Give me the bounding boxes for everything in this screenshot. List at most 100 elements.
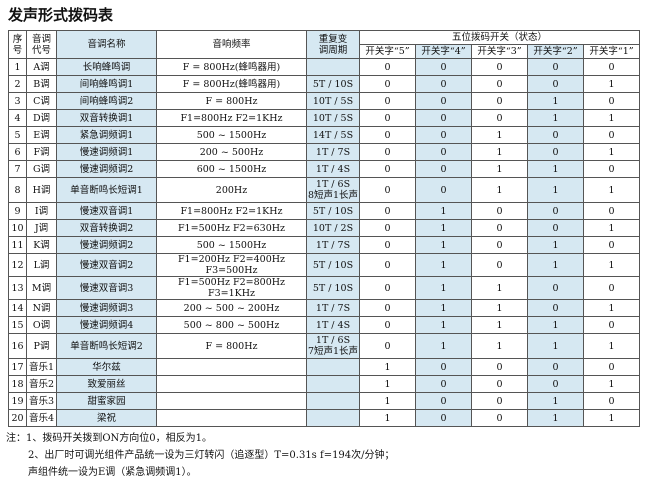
table-cell: F1=500Hz F2=630Hz bbox=[156, 219, 307, 237]
table-cell: F调 bbox=[26, 143, 57, 161]
table-cell: 0 bbox=[415, 109, 472, 127]
table-cell: A调 bbox=[26, 58, 57, 76]
table-cell: 0 bbox=[415, 177, 472, 203]
table-cell: 15 bbox=[8, 316, 27, 334]
table-cell: 14T / 5S bbox=[306, 126, 360, 144]
table-cell: 1 bbox=[415, 253, 472, 277]
table-cell: 0 bbox=[471, 358, 528, 376]
table-cell: 0 bbox=[583, 58, 640, 76]
table-cell: 600 ~ 1500Hz bbox=[156, 160, 307, 178]
table-row: 8 H调 单音断鸣长短调1 200Hz 1T / 6S 8短声1长声 0 0 1 1 1 bbox=[8, 177, 640, 203]
table-row: 11 K调 慢速调频调2 500 ~ 1500Hz 1T / 7S 0 1 0 1 0 bbox=[8, 236, 640, 254]
table-cell: 1T / 7S bbox=[306, 236, 360, 254]
header-cell: 重复变 调周期 bbox=[306, 30, 360, 59]
table-cell: 1T / 6S 7短声1长声 bbox=[306, 333, 360, 359]
switch-header: 开关字“5” bbox=[359, 44, 416, 59]
table-cell: 1 bbox=[583, 375, 640, 393]
table-cell: 0 bbox=[415, 75, 472, 93]
table-cell: 18 bbox=[8, 375, 27, 393]
table-cell: F1=500Hz F2=800Hz F3=1KHz bbox=[156, 276, 307, 300]
table-cell: 500 ~ 1500Hz bbox=[156, 236, 307, 254]
table-row: 13 M调 慢速双音调3 F1=500Hz F2=800Hz F3=1KHz 5T / … bbox=[8, 276, 640, 300]
header-row: 序 号音调 代号 音调名称 音响频率 重复变 调周期 五位拨码开关（状态） bbox=[8, 30, 640, 59]
table-cell bbox=[306, 409, 360, 427]
switch-header: 开关字“2” bbox=[527, 44, 584, 59]
table-cell: 7 bbox=[8, 160, 27, 178]
table-cell: F = 800Hz bbox=[156, 92, 307, 110]
table-cell: 0 bbox=[471, 58, 528, 76]
table-cell: 16 bbox=[8, 333, 27, 359]
table-cell: H调 bbox=[26, 177, 57, 203]
table-cell: 0 bbox=[471, 219, 528, 237]
table-cell: 慢速双音调2 bbox=[56, 253, 157, 277]
table-cell: 0 bbox=[527, 75, 584, 93]
table-cell: 1 bbox=[471, 177, 528, 203]
table-cell bbox=[306, 375, 360, 393]
table-cell: 1 bbox=[583, 143, 640, 161]
table-row: 4 D调 双音转换调1 F1=800Hz F2=1KHz 10T / 5S 0 0 0 1 1 bbox=[8, 109, 640, 127]
table-cell: 1 bbox=[471, 126, 528, 144]
table-cell: 0 bbox=[359, 253, 416, 277]
table-cell: 1 bbox=[583, 75, 640, 93]
table-cell: 0 bbox=[471, 75, 528, 93]
table-cell: 0 bbox=[359, 109, 416, 127]
table-cell: 200Hz bbox=[156, 177, 307, 203]
table-cell: 10T / 2S bbox=[306, 219, 360, 237]
table-cell: 0 bbox=[583, 92, 640, 110]
table-cell: 1 bbox=[471, 316, 528, 334]
table-cell: 0 bbox=[471, 236, 528, 254]
table-cell: 0 bbox=[415, 375, 472, 393]
table-cell: 间响蜂鸣调1 bbox=[56, 75, 157, 93]
table-cell: 9 bbox=[8, 202, 27, 220]
table-cell: 慢速调频调2 bbox=[56, 160, 157, 178]
table-cell: 0 bbox=[359, 219, 416, 237]
table-cell: 双音转换调2 bbox=[56, 219, 157, 237]
table-cell: 0 bbox=[359, 160, 416, 178]
table-row: 6 F调 慢速调频调1 200 ~ 500Hz 1T / 7S 0 0 1 0 1 bbox=[8, 143, 640, 161]
table-row: 17 音乐1 华尔兹 1 0 0 0 0 bbox=[8, 358, 640, 376]
table-cell: 1 bbox=[471, 276, 528, 300]
table-cell: 0 bbox=[415, 358, 472, 376]
table-body: 1 A调 长响蜂鸣调 F = 800Hz(蜂鸣器用) 0 0 0 0 0 2 B调 间响蜂鸣调1 F =… bbox=[8, 58, 640, 427]
table-cell: 0 bbox=[527, 375, 584, 393]
table-cell: 6 bbox=[8, 143, 27, 161]
table-cell: 音乐4 bbox=[26, 409, 57, 427]
table-row: 2 B调 间响蜂鸣调1 F = 800Hz(蜂鸣器用) 5T / 10S 0 0 0 0 1 bbox=[8, 75, 640, 93]
table-cell bbox=[156, 409, 307, 427]
table-cell: 0 bbox=[359, 92, 416, 110]
table-cell bbox=[156, 392, 307, 410]
table-cell: 10 bbox=[8, 219, 27, 237]
table-cell: 0 bbox=[415, 143, 472, 161]
table-row: 12 L调 慢速双音调2 F1=200Hz F2=400Hz F3=500Hz 5T /… bbox=[8, 253, 640, 277]
table-row: 9 I调 慢速双音调1 F1=800Hz F2=1KHz 5T / 10S 0 1 0 0 0 bbox=[8, 202, 640, 220]
table-cell: G调 bbox=[26, 160, 57, 178]
table-cell: 单音断鸣长短调1 bbox=[56, 177, 157, 203]
table-cell: F = 800Hz bbox=[156, 333, 307, 359]
table-cell: L调 bbox=[26, 253, 57, 277]
table-cell: 14 bbox=[8, 299, 27, 317]
table-cell: 0 bbox=[583, 236, 640, 254]
table-cell: 1 bbox=[583, 177, 640, 203]
table-cell: 紧急调频调1 bbox=[56, 126, 157, 144]
table-cell: I调 bbox=[26, 202, 57, 220]
table-cell: 0 bbox=[527, 358, 584, 376]
table-cell: 11 bbox=[8, 236, 27, 254]
table-cell: 0 bbox=[471, 409, 528, 427]
table-cell: 华尔兹 bbox=[56, 358, 157, 376]
table-cell: 0 bbox=[583, 276, 640, 300]
table-cell: 0 bbox=[359, 177, 416, 203]
table-cell: 音乐1 bbox=[26, 358, 57, 376]
table-cell: 1 bbox=[415, 276, 472, 300]
notes: 注：1、拨码开关拨到ON方向位0，相反为1。 2、出厂时可调光组件产品统一设为三灯… bbox=[6, 430, 395, 481]
title: 发声形式拨码表 bbox=[8, 6, 114, 24]
table-row: 1 A调 长响蜂鸣调 F = 800Hz(蜂鸣器用) 0 0 0 0 0 bbox=[8, 58, 640, 76]
table-cell bbox=[156, 375, 307, 393]
table-cell: 0 bbox=[527, 58, 584, 76]
table-cell: 200 ~ 500Hz bbox=[156, 143, 307, 161]
table-cell: 甜蜜家园 bbox=[56, 392, 157, 410]
table-cell: 0 bbox=[471, 253, 528, 277]
table-row: 18 音乐2 致爱丽丝 1 0 0 0 1 bbox=[8, 375, 640, 393]
table-cell: 慢速双音调3 bbox=[56, 276, 157, 300]
table-cell: 1 bbox=[359, 358, 416, 376]
table-cell: 0 bbox=[359, 75, 416, 93]
